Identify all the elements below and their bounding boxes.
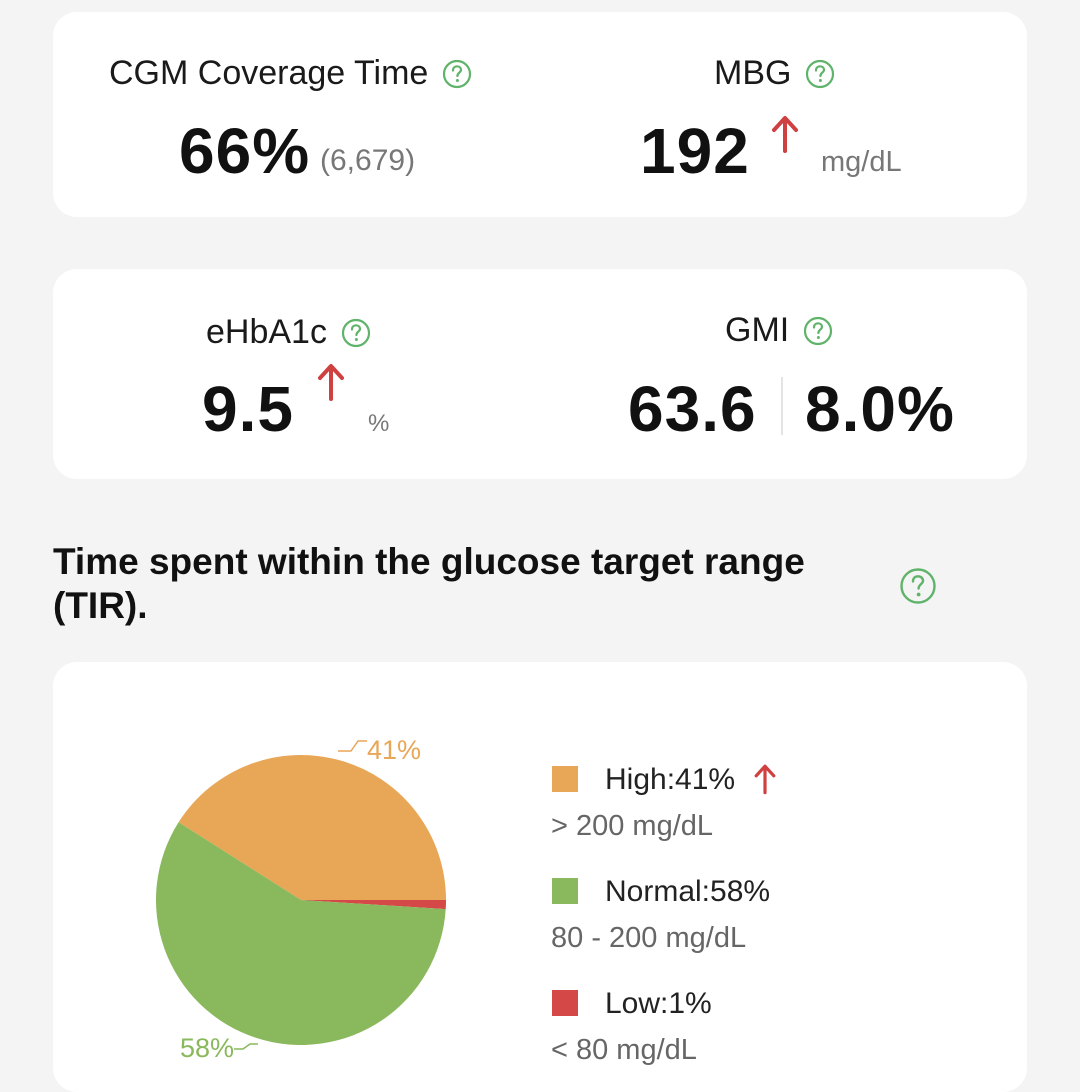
legend-range-low: < 80 mg/dL: [551, 1034, 697, 1066]
help-circle-icon[interactable]: [442, 59, 472, 89]
legend-range-normal: 80 - 200 mg/dL: [551, 922, 747, 954]
mbg-value: 192: [640, 115, 750, 187]
ehba1c-gmi-card: eHbA1c 9.5 % GMI 63.6 8.0%: [53, 269, 1027, 479]
arrow-up-icon: [753, 763, 777, 795]
arrow-up-icon: [770, 114, 800, 154]
help-circle-icon[interactable]: [341, 318, 371, 348]
pie-leader-normal: [234, 1043, 258, 1050]
mbg-label-row: MBG: [714, 54, 835, 93]
legend-name-normal: Normal:58%: [605, 875, 771, 908]
mbg-label: MBG: [714, 54, 792, 92]
cgm-coverage-value: 66%: [179, 115, 311, 187]
tir-section-title: Time spent within the glucose target ran…: [53, 541, 805, 626]
coverage-mbg-card: CGM Coverage Time 66% (6,679) MBG 192 mg…: [53, 12, 1027, 217]
ehba1c-label: eHbA1c: [206, 313, 327, 351]
gmi-label-row: GMI: [725, 311, 833, 350]
legend-range-high: > 200 mg/dL: [551, 810, 714, 842]
tir-pie-chart: [155, 740, 446, 1050]
arrow-up-icon: [316, 362, 346, 402]
pie-leader-high: [338, 740, 367, 752]
tir-card: 41% 58% High:41% > 200 mg/dL Normal:58% …: [53, 662, 1027, 1092]
pie-slice-low: [301, 900, 446, 910]
mbg-unit: mg/dL: [821, 146, 902, 178]
cgm-coverage-count: (6,679): [320, 144, 416, 177]
legend-swatch-high: [552, 766, 578, 792]
pie-slice-normal: [155, 822, 446, 1045]
legend-swatch-low: [552, 990, 578, 1016]
gmi-divider: [781, 377, 783, 435]
legend-swatch-normal: [552, 878, 578, 904]
ehba1c-label-row: eHbA1c: [206, 313, 371, 352]
ehba1c-value: 9.5: [202, 373, 294, 445]
help-circle-icon[interactable]: [803, 316, 833, 346]
gmi-percent-value: 8.0%: [805, 373, 955, 445]
ehba1c-unit: %: [368, 410, 390, 437]
gmi-mmol-value: 63.6: [628, 373, 757, 445]
cgm-coverage-label: CGM Coverage Time: [109, 54, 429, 92]
legend-name-low: Low:1%: [605, 987, 712, 1020]
pie-label-normal: 58%: [180, 1033, 235, 1063]
help-circle-icon[interactable]: [805, 59, 835, 89]
legend-name-high: High:41%: [605, 763, 736, 796]
pie-label-high: 41%: [367, 735, 422, 765]
gmi-label: GMI: [725, 311, 790, 349]
pie-slice-high: [178, 755, 446, 900]
cgm-coverage-label-row: CGM Coverage Time: [109, 54, 472, 93]
help-circle-icon[interactable]: [899, 567, 937, 605]
